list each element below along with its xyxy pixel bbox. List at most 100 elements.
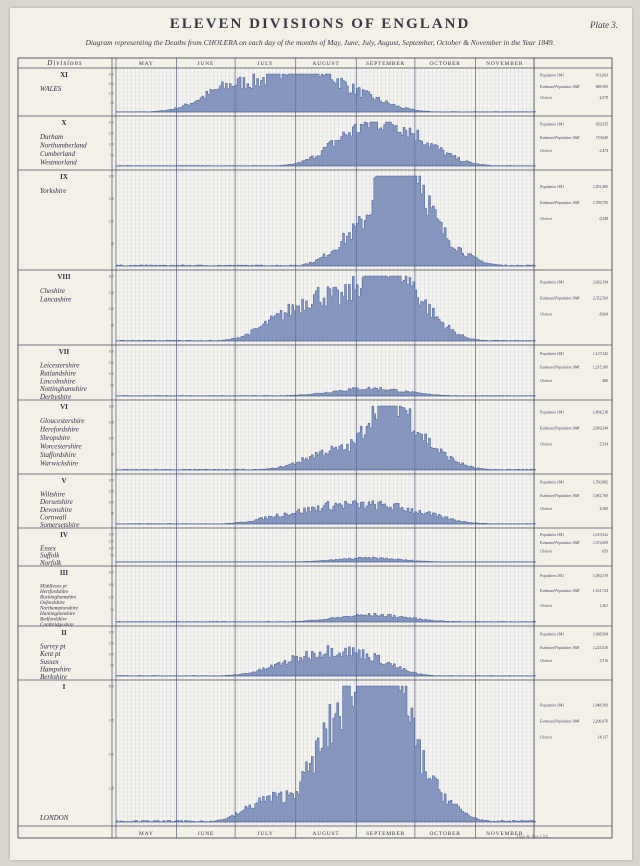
y-tick-label: 75 (110, 453, 114, 457)
stat-value: 659,355 (596, 123, 608, 128)
y-tick-label: 200 (109, 631, 115, 635)
county-name: Hampshire (39, 665, 71, 673)
stat-label: Population 1841 (539, 74, 564, 78)
county-name: LONDON (39, 814, 69, 822)
division-numeral: V (61, 477, 66, 485)
stat-value: 1,072,609 (593, 541, 608, 546)
stat-label: Estimated Population 1848 (539, 589, 580, 593)
stat-value: 1,161,724 (593, 589, 608, 594)
stat-label: Estimated Population 1848 (539, 136, 580, 140)
county-name: Rutlandshire (39, 369, 76, 377)
deaths-area-VIII (115, 275, 537, 342)
stat-value: 2,062,194 (593, 281, 608, 286)
y-tick-label: 100 (109, 143, 115, 147)
y-tick-label: 50 (110, 154, 114, 158)
county-name: Lancashire (39, 296, 71, 304)
county-name: Devonshire (39, 506, 72, 514)
county-name: Nottinghamshire (39, 385, 87, 393)
y-tick-label: 150 (109, 501, 115, 505)
y-tick-label: 150 (109, 307, 115, 311)
y-tick-label: 125 (109, 787, 115, 791)
chart-frame (17, 57, 613, 839)
chart-title: ELEVEN DIVISIONS OF ENGLAND (169, 16, 471, 32)
stat-value: 1,841,760 (593, 494, 608, 499)
county-name: Northamptonshire (39, 605, 79, 611)
y-tick-label: 300 (109, 175, 115, 179)
deaths-area-V (115, 500, 537, 525)
county-name: Herefordshire (39, 426, 79, 434)
y-tick-label: 75 (110, 323, 114, 327)
stat-label: Estimated Population 1848 (539, 297, 580, 301)
stat-value: 1,098,584 (593, 633, 608, 638)
county-name: Norfolk (39, 559, 62, 567)
stat-label: Cholera (540, 313, 552, 317)
stat-label: Cholera (540, 549, 552, 553)
y-tick-label: 75 (110, 512, 114, 516)
county-name: Westmorland (40, 159, 77, 167)
division-numeral: VIII (57, 273, 71, 281)
stat-label: Cholera (540, 604, 552, 608)
county-name: Cornwall (40, 513, 67, 521)
y-tick-label: 150 (109, 642, 115, 646)
stat-label: Estimated Population 1848 (539, 494, 580, 498)
stat-label: Cholera (540, 149, 552, 153)
stat-value: 2,069,244 (593, 426, 608, 431)
stat-value: 2,206,076 (593, 719, 608, 724)
y-tick-label: 250 (109, 753, 115, 757)
county-name: Oxfordshire (40, 599, 66, 606)
y-tick-label: 225 (109, 490, 115, 494)
division-numeral: VII (59, 348, 70, 356)
engraver-credit: Day & Son Lith (516, 835, 548, 840)
county-name: Staffordshire (40, 451, 76, 459)
y-tick-label: 150 (109, 437, 115, 441)
stat-value: 8,664 (599, 313, 608, 318)
stat-label: Cholera (540, 96, 552, 100)
month-label-bottom: JUNE (198, 831, 215, 837)
stat-value: 1,561 (599, 604, 608, 609)
grid-background (116, 68, 534, 826)
county-name: Wiltshire (40, 491, 65, 499)
county-name: Surrey pt (40, 643, 67, 651)
division-numeral: X (61, 119, 66, 127)
stat-value: 5,534 (599, 442, 608, 447)
stat-value: 1,894,218 (593, 410, 608, 415)
stat-label: Estimated Population 1848 (539, 365, 580, 369)
county-name: Yorkshire (40, 187, 66, 195)
month-label-top: SEPTEMBER (366, 61, 405, 67)
county-name: Buckinghamshire (40, 594, 77, 600)
month-label-bottom: AUGUST (312, 831, 339, 837)
stat-value: 1,019,522 (593, 533, 608, 538)
division-numeral: VI (60, 403, 68, 411)
y-tick-label: 225 (109, 291, 115, 295)
county-name: Cheshire (40, 287, 65, 295)
y-tick-label: 100 (109, 596, 115, 600)
chart-subtitle: Diagram representing the Deaths from CHO… (85, 38, 555, 47)
stat-value: 1,591,480 (593, 185, 608, 190)
month-label-bottom: MAY (139, 831, 154, 837)
deaths-area-VI (115, 405, 537, 471)
stat-value: 14,137 (598, 735, 610, 740)
y-tick-label: 150 (109, 361, 115, 365)
stat-value: 1,225,520 (593, 646, 608, 651)
y-tick-label: 50 (110, 383, 114, 387)
county-name: Lincolnshire (39, 377, 75, 385)
county-name: Dorsetshire (39, 498, 73, 506)
stat-label: Population 1841 (539, 574, 564, 578)
y-tick-label: 50 (110, 101, 114, 105)
stat-label: Cholera (540, 379, 552, 383)
stat-value: 988,590 (596, 85, 608, 90)
county-name: Shropshire (40, 434, 70, 442)
stat-value: 2,474 (599, 149, 608, 154)
stat-value: 911,603 (596, 74, 608, 79)
month-label-top: OCTOBER (430, 61, 461, 67)
county-name: Essex (39, 544, 57, 552)
y-tick-label: 225 (109, 197, 115, 201)
county-name: Huntingdonshire (39, 611, 76, 617)
month-label-top: NOVEMBER (486, 61, 523, 67)
y-tick-label: 100 (109, 372, 115, 376)
stat-value: 1,948,369 (593, 703, 608, 708)
deaths-area-IV (115, 556, 537, 563)
stat-value: 1,092,519 (593, 574, 608, 579)
county-name: Middlesex pt (39, 583, 67, 589)
